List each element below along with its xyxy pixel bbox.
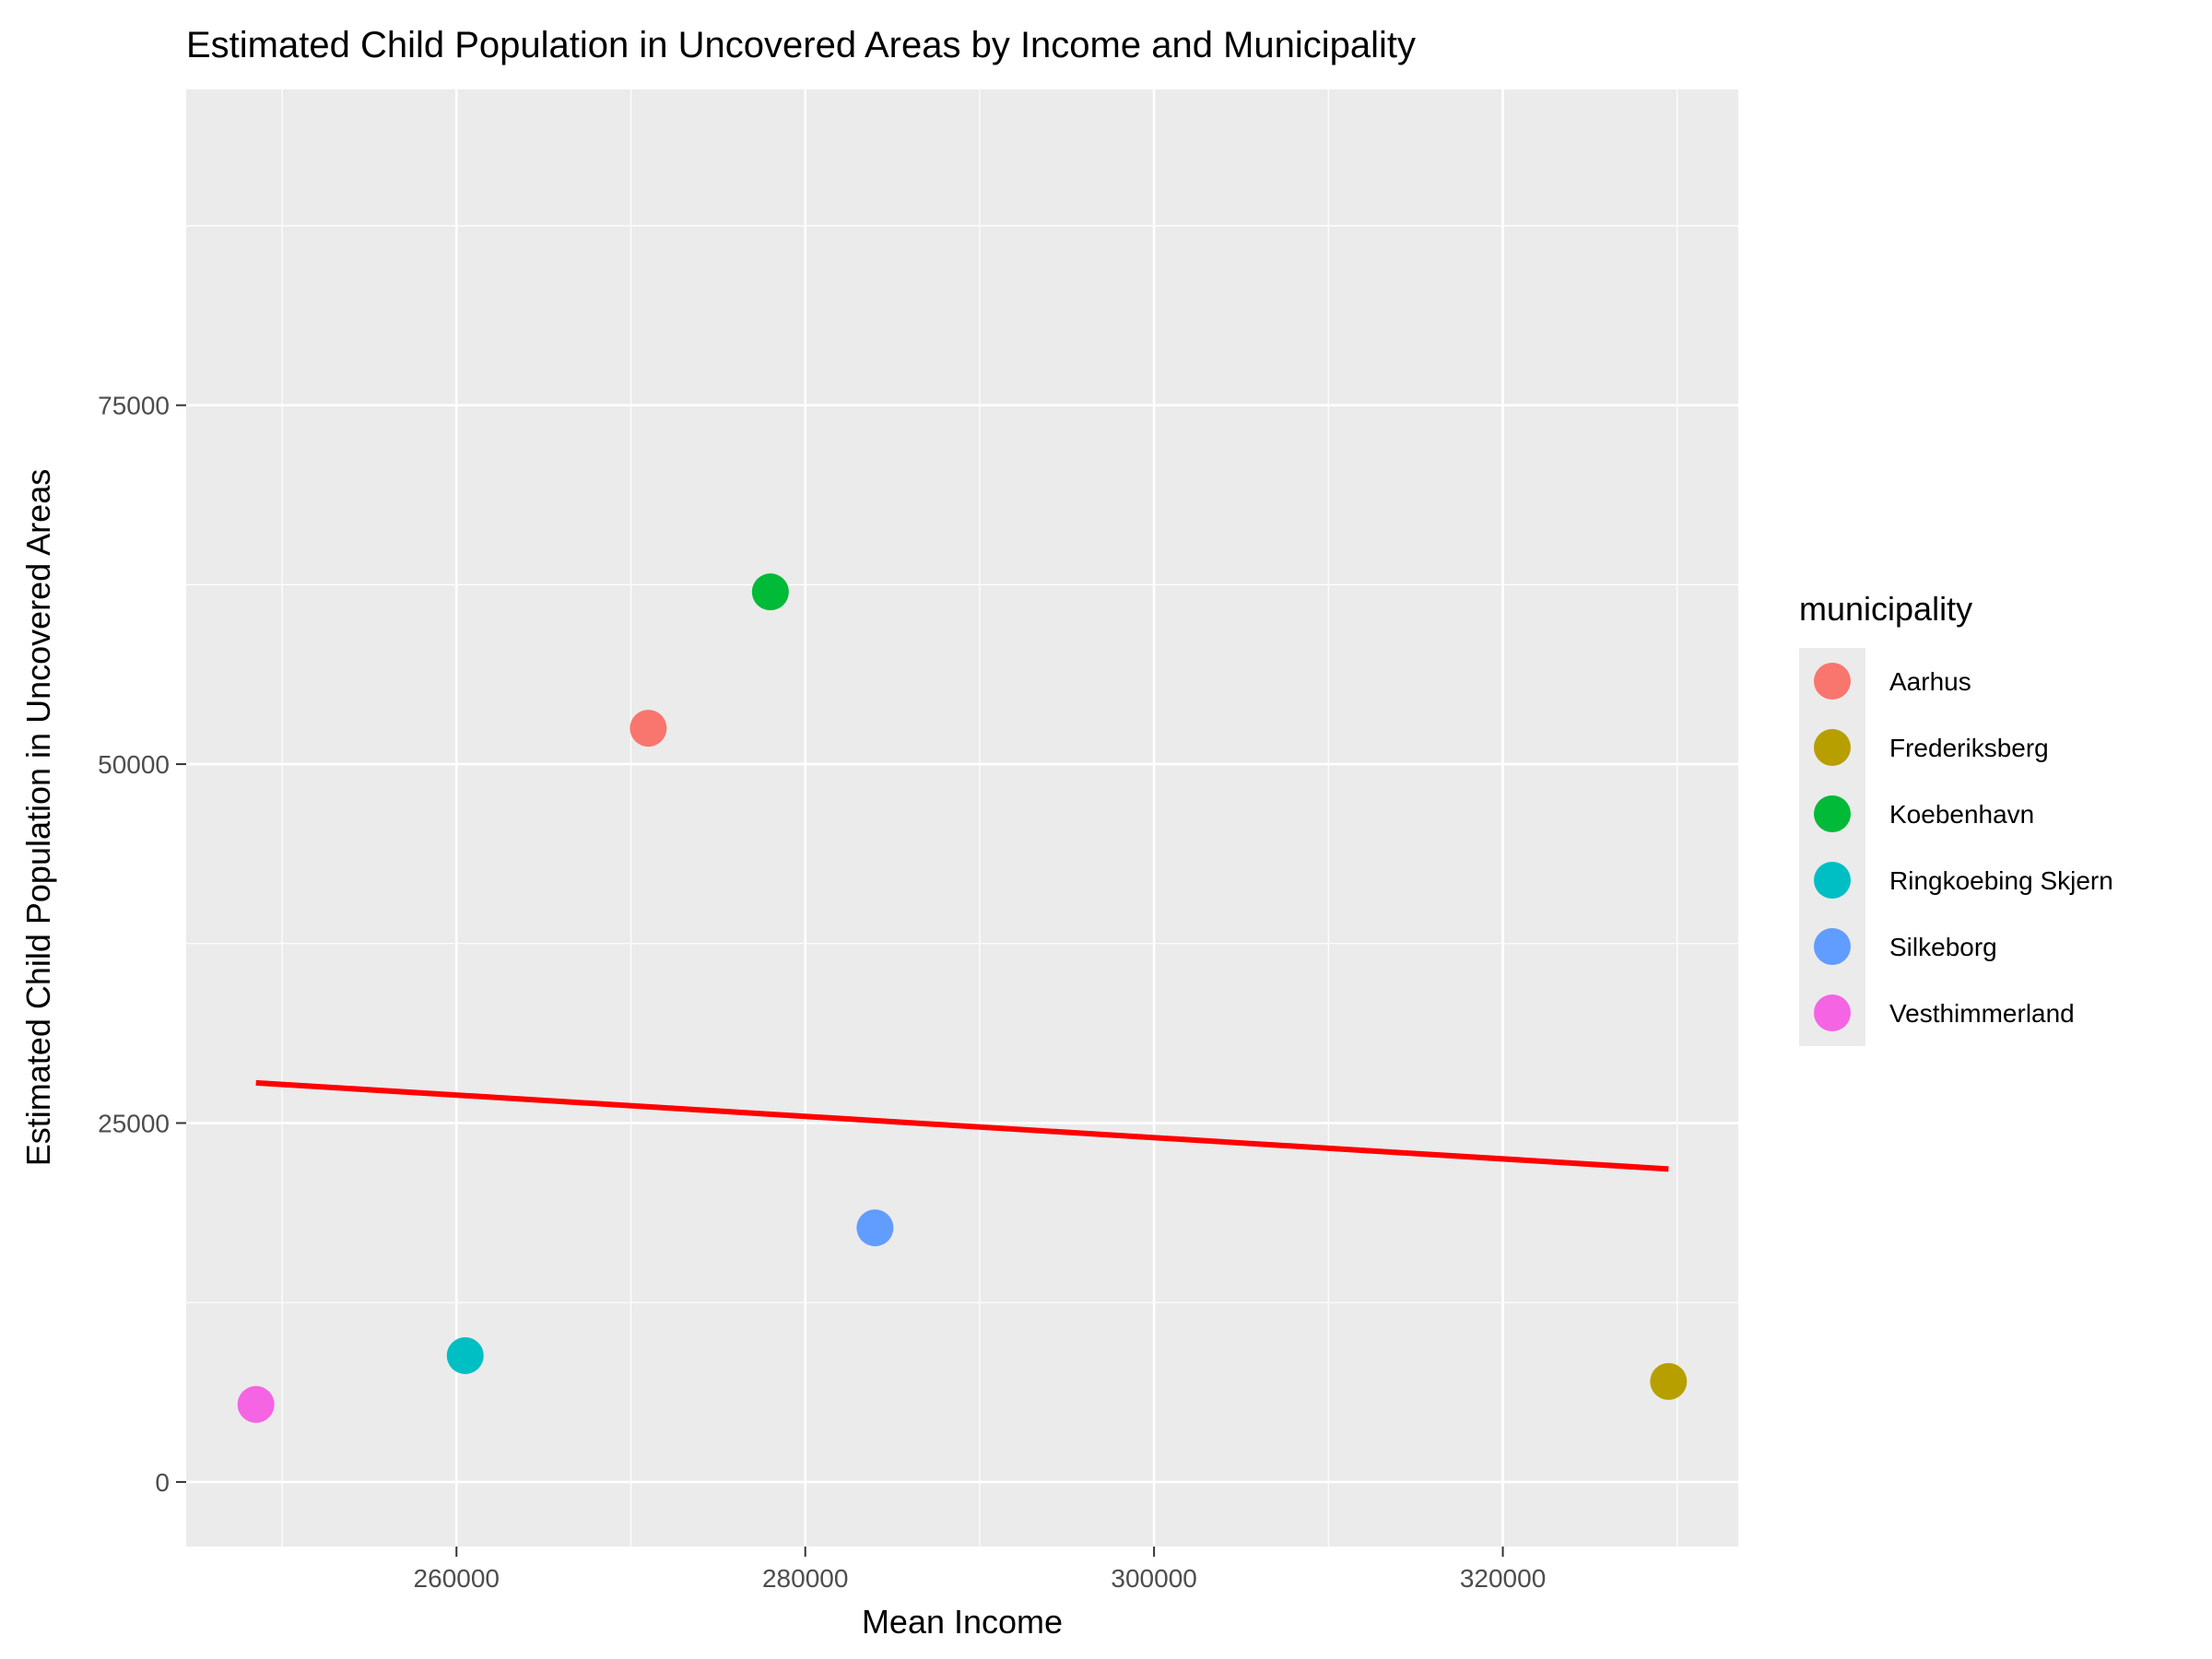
legend-key (1814, 928, 1851, 965)
data-point (629, 710, 667, 747)
x-axis-title: Mean Income (862, 1603, 1063, 1641)
data-point (751, 573, 789, 611)
y-tick-label: 0 (155, 1468, 170, 1497)
x-axis: 260000 280000 300000 320000 (414, 1547, 1546, 1593)
legend-key (1814, 663, 1851, 700)
grid-lines (186, 89, 1738, 1547)
x-tick-label: 280000 (762, 1564, 848, 1593)
y-axis-title: Estimated Child Population in Uncovered … (19, 469, 57, 1166)
legend-label: Frederiksberg (1889, 734, 2049, 762)
legend-label: Vesthimmerland (1889, 999, 2075, 1028)
data-points (237, 573, 1688, 1423)
data-point (237, 1385, 275, 1423)
legend-label: Silkeborg (1889, 933, 1997, 961)
y-tick-label: 50000 (98, 750, 170, 779)
trend-line-group (255, 1079, 1669, 1172)
data-point (1650, 1362, 1688, 1400)
legend-key (1814, 729, 1851, 766)
y-axis: 0 25000 50000 75000 (98, 392, 186, 1497)
chart-title: Estimated Child Population in Uncovered … (186, 25, 1416, 65)
legend-label: Aarhus (1889, 667, 1971, 696)
x-tick-label: 300000 (1111, 1564, 1196, 1593)
legend-label: Ringkoebing Skjern (1889, 866, 2113, 895)
data-point (856, 1209, 894, 1247)
legend: municipality Aarhus Frederiksberg Koebenha… (1799, 590, 2113, 1046)
trend-line (255, 1079, 1669, 1172)
x-tick-label: 320000 (1460, 1564, 1546, 1593)
data-point (446, 1336, 484, 1374)
legend-label: Koebenhavn (1889, 800, 2034, 829)
plot-panel (186, 89, 1738, 1547)
legend-key (1814, 862, 1851, 899)
legend-key-background (1799, 648, 1865, 1046)
legend-title: municipality (1799, 590, 1972, 628)
y-tick-label: 75000 (98, 392, 170, 420)
x-tick-label: 260000 (414, 1564, 500, 1593)
y-tick-label: 25000 (98, 1109, 170, 1137)
legend-key (1814, 795, 1851, 832)
legend-key (1814, 994, 1851, 1031)
